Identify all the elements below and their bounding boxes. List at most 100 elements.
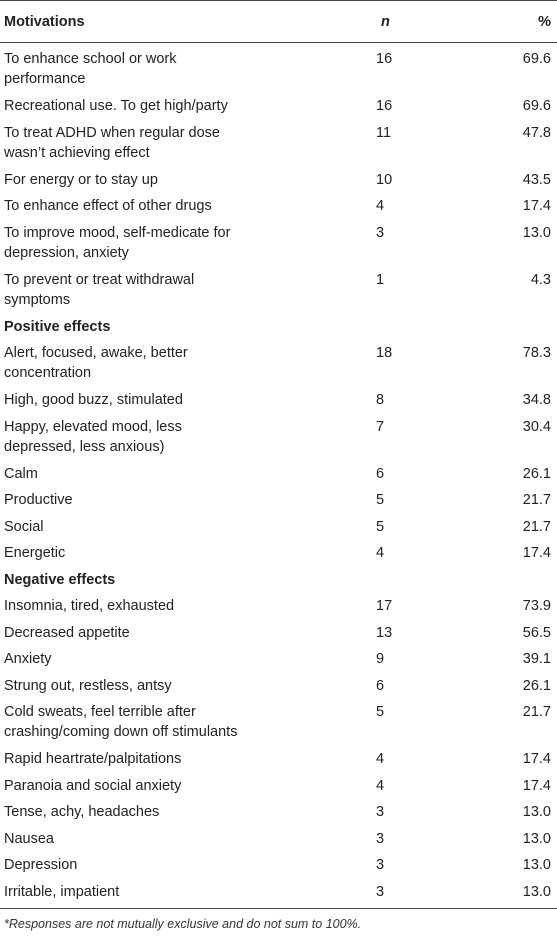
row-label: Social xyxy=(4,518,44,535)
row-label: Insomnia, tired, exhausted xyxy=(4,598,175,614)
row-label: Alert, focused, awake, better concentrati… xyxy=(4,343,376,383)
table-row: Anxiety 9 39.1 xyxy=(0,643,557,670)
row-label: Decreased appetite xyxy=(4,624,130,641)
row-n: 1 xyxy=(376,271,385,288)
row-percent: 73.9 xyxy=(522,598,551,614)
table-row: Productive 5 21.7 xyxy=(0,484,557,511)
row-percent: 26.1 xyxy=(522,677,551,694)
row-label-line: crashing/coming down off stimulants xyxy=(4,724,238,740)
row-n: 16 xyxy=(376,51,393,67)
row-label-line: depressed, less anxious) xyxy=(4,438,165,455)
table-row: To treat ADHD when regular dose wasn’t ac… xyxy=(0,117,557,164)
row-n: 9 xyxy=(376,651,385,667)
table-footnote: *Responses are not mutually exclusive an… xyxy=(4,917,362,931)
table-body: To enhance school or work performance 16 69… xyxy=(0,43,557,902)
table-row: Depression 3 13.0 xyxy=(0,849,557,876)
row-label-line: To treat ADHD when regular dose xyxy=(4,124,220,141)
table-row: Calm 6 26.1 xyxy=(0,458,557,485)
row-label: Productive xyxy=(4,492,73,508)
row-label-line: Alert, focused, awake, better xyxy=(4,345,188,361)
row-label: Depression xyxy=(4,857,78,873)
row-percent: 43.5 xyxy=(522,171,551,188)
row-percent: 21.7 xyxy=(522,704,551,720)
row-n: 5 xyxy=(376,704,385,720)
row-percent: 21.7 xyxy=(522,518,551,535)
table-row: Happy, elevated mood, less depressed, les… xyxy=(0,411,557,458)
row-label: To treat ADHD when regular dose wasn’t ac… xyxy=(4,123,376,163)
row-percent: 17.4 xyxy=(522,545,551,561)
row-percent: 39.1 xyxy=(522,651,551,667)
row-n: 16 xyxy=(376,98,393,114)
row-n: 5 xyxy=(376,518,385,535)
row-n: 7 xyxy=(376,418,385,435)
table-row: High, good buzz, stimulated 8 34.8 xyxy=(0,384,557,411)
data-table: Motivations n % To enhance school or wor… xyxy=(0,0,557,931)
table-row: Recreational use. To get high/party 16 69.… xyxy=(0,90,557,117)
table-header: Motivations n % xyxy=(0,0,557,43)
row-label: Nausea xyxy=(4,830,54,847)
table-row: Rapid heartrate/palpitations 4 17.4 xyxy=(0,743,557,770)
row-label: Recreational use. To get high/party xyxy=(4,98,228,114)
table-row: Strung out, restless, antsy 6 26.1 xyxy=(0,670,557,697)
row-n: 8 xyxy=(376,392,385,408)
row-label: To prevent or treat withdrawal symptoms xyxy=(4,270,376,310)
row-label: Energetic xyxy=(4,545,66,561)
row-label: Happy, elevated mood, less depressed, les… xyxy=(4,417,376,457)
row-n: 3 xyxy=(376,224,385,241)
row-label-line: wasn’t achieving effect xyxy=(4,144,150,161)
row-percent: 13.0 xyxy=(522,224,551,241)
header-n: n xyxy=(381,13,390,30)
row-percent: 13.0 xyxy=(522,830,551,847)
row-percent: 13.0 xyxy=(522,857,551,873)
table-row: Tense, achy, headaches 3 13.0 xyxy=(0,796,557,823)
table-row: Decreased appetite 13 56.5 xyxy=(0,617,557,644)
table-row: Paranoia and social anxiety 4 17.4 xyxy=(0,770,557,797)
row-label-line: Happy, elevated mood, less xyxy=(4,418,182,435)
row-n: 3 xyxy=(376,804,385,820)
table-row: To enhance effect of other drugs 4 17.4 xyxy=(0,190,557,217)
row-percent: 47.8 xyxy=(522,124,551,141)
row-label-line: Cold sweats, feel terrible after xyxy=(4,704,196,720)
section-label: Positive effects xyxy=(4,318,111,335)
row-label: Tense, achy, headaches xyxy=(4,804,160,820)
row-label-line: To improve mood, self-medicate for xyxy=(4,224,231,241)
row-label: High, good buzz, stimulated xyxy=(4,392,183,408)
table-row: To enhance school or work performance 16 69… xyxy=(0,43,557,90)
row-percent: 17.4 xyxy=(522,777,551,794)
row-percent: 21.7 xyxy=(522,492,551,508)
table-row: To improve mood, self-medicate for depres… xyxy=(0,217,557,264)
table-row: Social 5 21.7 xyxy=(0,511,557,538)
section-label: Negative effects xyxy=(4,571,116,588)
row-percent: 69.6 xyxy=(522,51,551,67)
row-label-line: To prevent or treat withdrawal xyxy=(4,271,195,288)
row-label-line: performance xyxy=(4,71,86,87)
row-percent: 17.4 xyxy=(522,751,551,767)
row-n: 3 xyxy=(376,883,385,900)
row-label: Cold sweats, feel terrible after crashing… xyxy=(4,702,376,742)
row-label: To enhance school or work performance xyxy=(4,49,376,89)
table-row: For energy or to stay up 10 43.5 xyxy=(0,164,557,191)
row-n: 4 xyxy=(376,751,385,767)
table-row: Cold sweats, feel terrible after crashing… xyxy=(0,696,557,743)
row-label-line: To enhance school or work xyxy=(4,51,177,67)
row-n: 13 xyxy=(376,624,393,641)
row-label: Paranoia and social anxiety xyxy=(4,777,182,794)
row-label: Rapid heartrate/palpitations xyxy=(4,751,182,767)
row-label: Calm xyxy=(4,465,38,482)
row-percent: 78.3 xyxy=(522,345,551,361)
row-label: To enhance effect of other drugs xyxy=(4,198,212,214)
row-percent: 17.4 xyxy=(522,198,551,214)
row-n: 17 xyxy=(376,598,393,614)
row-n: 4 xyxy=(376,777,385,794)
row-label: To improve mood, self-medicate for depres… xyxy=(4,223,376,263)
row-percent: 34.8 xyxy=(522,392,551,408)
table-row: To prevent or treat withdrawal symptoms 1 4… xyxy=(0,264,557,311)
table-row: Energetic 4 17.4 xyxy=(0,537,557,564)
row-percent: 56.5 xyxy=(522,624,551,641)
row-n: 4 xyxy=(376,198,385,214)
row-percent: 4.3 xyxy=(530,271,551,288)
row-percent: 30.4 xyxy=(522,418,551,435)
header-motivations: Motivations xyxy=(4,13,85,30)
row-n: 4 xyxy=(376,545,385,561)
row-label: For energy or to stay up xyxy=(4,171,158,188)
